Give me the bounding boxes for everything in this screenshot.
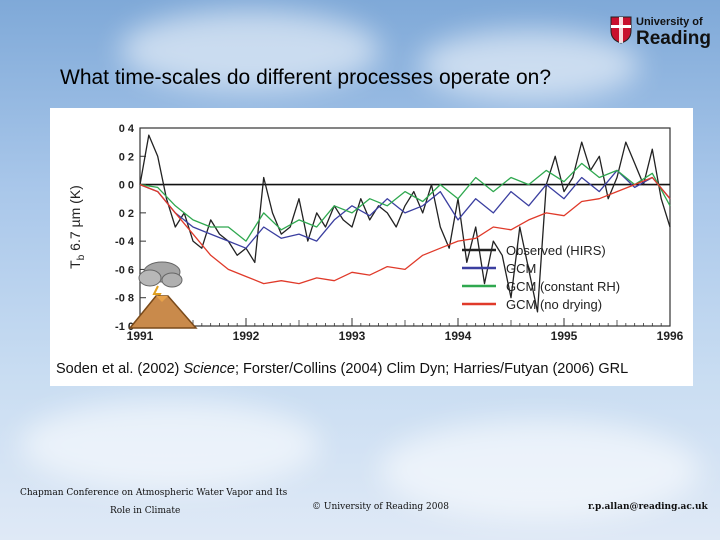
caption-part-refs: ; Forster/Collins (2004) Clim Dyn; Harri… — [234, 361, 629, 377]
x-tick-label: 1993 — [339, 329, 366, 343]
series-line — [139, 169, 671, 249]
university-logo: University of Reading — [610, 14, 711, 50]
caption-part-journal: Science — [183, 361, 235, 377]
legend-label: Observed (HIRS) — [506, 243, 606, 258]
background-cloud — [420, 30, 640, 100]
chart-panel: 0 4 0 2 0 0 0 2 -0 4 -0 6 -0 8 -1 0 1991 1992 1993… — [50, 108, 693, 386]
y-tick-label: 0 2 — [119, 151, 134, 163]
footer-email: r.p.allan@reading.ac.uk — [588, 502, 708, 512]
y-tick-label: -1 0 — [115, 321, 134, 333]
background-cloud — [120, 10, 380, 90]
y-tick-label: -0 4 — [115, 236, 135, 248]
crest-icon — [610, 16, 632, 44]
y-tick-label: 0 4 — [119, 123, 135, 135]
caption-part-authors: Soden et al. (2002) — [56, 361, 184, 377]
x-tick-label: 1991 — [127, 329, 154, 343]
background-cloud — [20, 400, 320, 490]
footer-conference-line-2: Role in Climate — [110, 506, 181, 516]
y-tick-label: -0 8 — [115, 293, 134, 305]
logo-line-1: University of — [636, 16, 703, 28]
series-line — [139, 176, 671, 285]
slide-title: What time-scales do different processes … — [60, 66, 552, 89]
footer-conference-line-1: Chapman Conference on Atmospheric Water … — [20, 488, 288, 498]
logo-line-2: Reading — [636, 28, 711, 49]
footer-copyright: © University of Reading 2008 — [312, 502, 449, 512]
background-cloud — [380, 420, 700, 520]
footer-conference: Chapman Conference on Atmospheric Water … — [20, 484, 290, 520]
y-tick-label: -0 6 — [115, 264, 134, 276]
y-axis-label: Tb 6.7 µm (K) — [67, 185, 87, 269]
y-tick-label: 0 2 — [119, 208, 134, 220]
x-tick-label: 1992 — [233, 329, 260, 343]
series-line — [139, 162, 671, 242]
legend-label: GCM — [506, 261, 536, 276]
volcano-illustration — [128, 261, 198, 329]
x-tick-label: 1995 — [551, 329, 578, 343]
legend-label: GCM (constant RH) — [506, 279, 620, 294]
x-tick-label: 1996 — [657, 329, 684, 343]
x-tick-label: 1994 — [445, 329, 472, 343]
figure-caption: Soden et al. (2002) Science; Forster/Col… — [50, 356, 693, 382]
y-tick-label: 0 0 — [119, 180, 134, 192]
legend-label: GCM (no drying) — [506, 297, 602, 312]
